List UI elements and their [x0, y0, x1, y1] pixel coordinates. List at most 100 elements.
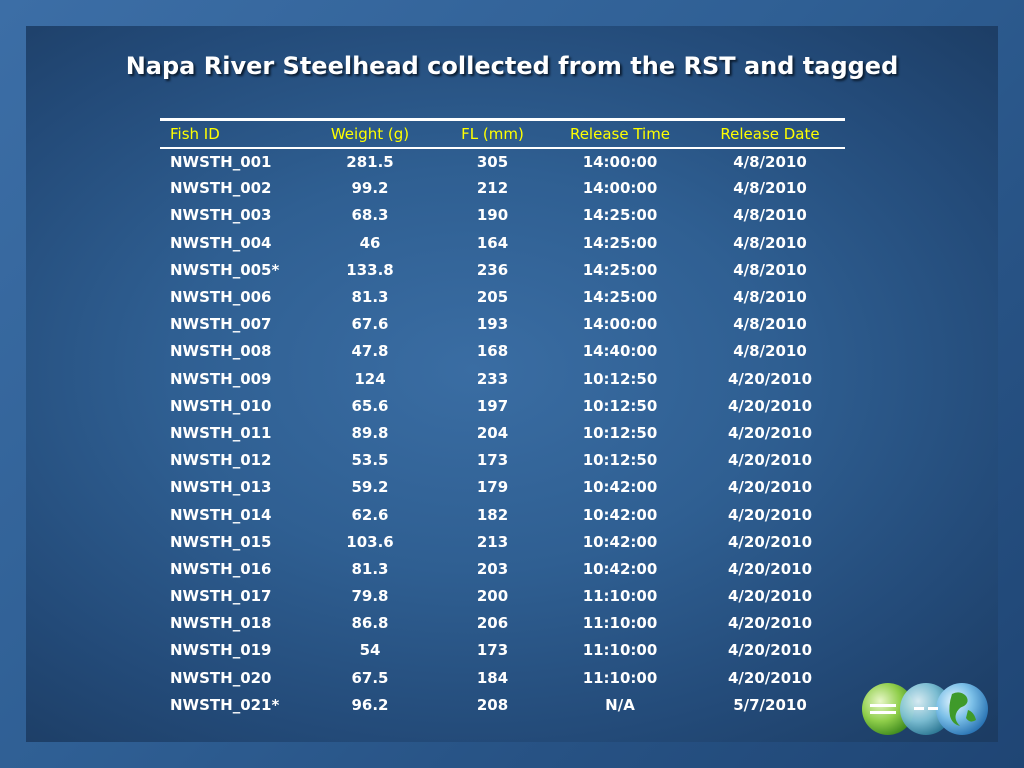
cell-fork-length: 233: [476, 369, 509, 388]
cell-release-date: 4/20/2010: [727, 369, 813, 388]
cell-fork-length: 168: [476, 342, 509, 361]
table-row: NWSTH_014 62.6 182 10:42:00 4/20/2010: [160, 501, 845, 528]
cell-release-date: 4/8/2010: [733, 260, 807, 279]
cell-release-time: 11:10:00: [582, 587, 658, 606]
cell-release-date: 4/20/2010: [727, 532, 813, 551]
cell-release-date: 4/8/2010: [733, 179, 807, 198]
table-row: NWSTH_003 68.3 190 14:25:00 4/8/2010: [160, 202, 845, 229]
cell-release-time: 10:12:50: [582, 369, 658, 388]
cell-release-date: 4/20/2010: [727, 668, 813, 687]
header-weight: Weight (g): [300, 118, 440, 149]
steelhead-table: Fish ID Weight (g) FL (mm) Release Time …: [160, 118, 845, 718]
cell-fish-id: NWSTH_016: [170, 559, 272, 578]
cell-release-time: 14:00:00: [582, 152, 658, 171]
cell-weight: 79.8: [351, 587, 389, 606]
cell-release-time: 11:10:00: [582, 668, 658, 687]
cell-fork-length: 190: [476, 206, 509, 225]
table-row: NWSTH_016 81.3 203 10:42:00 4/20/2010: [160, 555, 845, 582]
cell-fork-length: 206: [476, 614, 509, 633]
cell-release-date: 4/20/2010: [727, 559, 813, 578]
cell-weight: 124: [354, 369, 386, 388]
cell-weight: 68.3: [351, 206, 389, 225]
cell-fish-id: NWSTH_013: [170, 478, 272, 497]
cell-fork-length: 184: [476, 668, 509, 687]
cell-release-date: 4/20/2010: [727, 641, 813, 660]
table-row: NWSTH_011 89.8 204 10:12:50 4/20/2010: [160, 419, 845, 446]
cell-release-time: 14:00:00: [582, 315, 658, 334]
cell-fish-id: NWSTH_001: [170, 152, 272, 171]
cell-release-date: 4/8/2010: [733, 288, 807, 307]
cell-weight: 281.5: [346, 152, 394, 171]
globe-logo-icon: [862, 683, 988, 735]
cell-fish-id: NWSTH_009: [170, 369, 272, 388]
table-row: NWSTH_021* 96.2 208 N/A 5/7/2010: [160, 691, 845, 718]
cell-fish-id: NWSTH_010: [170, 396, 272, 415]
cell-fish-id: NWSTH_008: [170, 342, 272, 361]
cell-weight: 62.6: [351, 505, 389, 524]
cell-fish-id: NWSTH_006: [170, 288, 272, 307]
cell-release-time: 11:10:00: [582, 641, 658, 660]
cell-fish-id: NWSTH_004: [170, 233, 272, 252]
table-row: NWSTH_008 47.8 168 14:40:00 4/8/2010: [160, 338, 845, 365]
cell-weight: 133.8: [346, 260, 394, 279]
cell-release-date: 5/7/2010: [733, 695, 807, 714]
cell-fish-id: NWSTH_017: [170, 587, 272, 606]
cell-fork-length: 204: [476, 423, 509, 442]
table-row: NWSTH_004 46 164 14:25:00 4/8/2010: [160, 229, 845, 256]
cell-release-time: 10:42:00: [582, 478, 658, 497]
table-row: NWSTH_002 99.2 212 14:00:00 4/8/2010: [160, 175, 845, 202]
cell-release-date: 4/20/2010: [727, 587, 813, 606]
cell-release-time: 10:42:00: [582, 559, 658, 578]
cell-release-date: 4/8/2010: [733, 315, 807, 334]
cell-fork-length: 197: [476, 396, 509, 415]
cell-fork-length: 236: [476, 260, 509, 279]
table-row: NWSTH_009 124 233 10:12:50 4/20/2010: [160, 365, 845, 392]
header-fork-length: FL (mm): [440, 118, 545, 149]
header-row: Fish ID Weight (g) FL (mm) Release Time …: [160, 118, 845, 149]
slide-title: Napa River Steelhead collected from the …: [125, 52, 899, 80]
cell-release-time: 14:25:00: [582, 233, 658, 252]
cell-fork-length: 193: [476, 315, 509, 334]
table-row: NWSTH_005* 133.8 236 14:25:00 4/8/2010: [160, 256, 845, 283]
cell-release-date: 4/20/2010: [727, 423, 813, 442]
cell-fork-length: 212: [476, 179, 509, 198]
table-row: NWSTH_019 54 173 11:10:00 4/20/2010: [160, 637, 845, 664]
header-fish-id: Fish ID: [160, 118, 300, 149]
cell-fish-id: NWSTH_019: [170, 641, 272, 660]
cell-fork-length: 213: [476, 532, 509, 551]
table-row: NWSTH_001 281.5 305 14:00:00 4/8/2010: [160, 148, 845, 175]
cell-fork-length: 203: [476, 559, 509, 578]
table-row: NWSTH_012 53.5 173 10:12:50 4/20/2010: [160, 447, 845, 474]
cell-weight: 103.6: [346, 532, 394, 551]
cell-fish-id: NWSTH_021*: [170, 695, 280, 714]
cell-fish-id: NWSTH_007: [170, 315, 272, 334]
cell-release-date: 4/20/2010: [727, 614, 813, 633]
cell-release-date: 4/20/2010: [727, 505, 813, 524]
cell-fish-id: NWSTH_002: [170, 179, 272, 198]
cell-release-time: 14:25:00: [582, 260, 658, 279]
table-row: NWSTH_010 65.6 197 10:12:50 4/20/2010: [160, 392, 845, 419]
cell-release-time: 11:10:00: [582, 614, 658, 633]
cell-fork-length: 182: [476, 505, 509, 524]
header-release-date: Release Date: [695, 118, 845, 149]
cell-release-date: 4/8/2010: [733, 206, 807, 225]
cell-weight: 53.5: [351, 451, 389, 470]
cell-fish-id: NWSTH_003: [170, 206, 272, 225]
cell-weight: 65.6: [351, 396, 389, 415]
cell-fork-length: 173: [476, 451, 509, 470]
cell-release-date: 4/8/2010: [733, 233, 807, 252]
cell-weight: 81.3: [351, 559, 389, 578]
cell-weight: 67.6: [351, 315, 389, 334]
cell-fork-length: 200: [476, 587, 509, 606]
cell-fork-length: 173: [476, 641, 509, 660]
table-row: NWSTH_018 86.8 206 11:10:00 4/20/2010: [160, 610, 845, 637]
cell-weight: 81.3: [351, 288, 389, 307]
cell-fish-id: NWSTH_005*: [170, 260, 280, 279]
cell-fork-length: 164: [476, 233, 509, 252]
cell-release-time: 10:12:50: [582, 451, 658, 470]
cell-release-date: 4/8/2010: [733, 152, 807, 171]
cell-fish-id: NWSTH_011: [170, 423, 272, 442]
cell-release-time: 10:12:50: [582, 396, 658, 415]
cell-release-time: 10:42:00: [582, 532, 658, 551]
